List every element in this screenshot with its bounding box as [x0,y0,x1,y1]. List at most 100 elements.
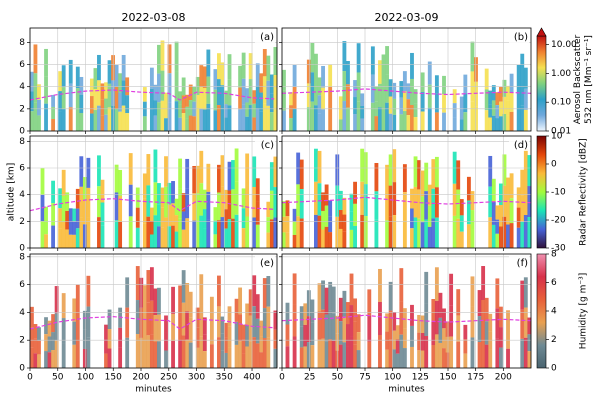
heatmap-cell [118,221,123,248]
heatmap-cell [174,71,179,102]
heatmap-cell [399,301,404,335]
heatmap-cell [413,217,418,248]
heatmap-cell [30,306,34,328]
heatmap-cell [328,310,333,340]
heatmap-cell [491,201,496,225]
heatmap-cell [266,201,271,218]
heatmap-cell [367,289,372,316]
heatmap-cell [97,105,101,131]
x-tick-label: 25 [304,373,315,383]
heatmap-cell [321,338,325,368]
heatmap-cell [527,186,532,218]
heatmap-cell [199,150,204,184]
heatmap-cell [452,89,457,104]
heatmap-cell [378,301,382,335]
heatmap-cell [434,334,439,368]
heatmap-cell [245,303,250,326]
heatmap-cell [314,214,318,248]
heatmap-cell [181,270,186,303]
heatmap-cell [456,218,461,248]
heatmap-cell [463,93,468,113]
heatmap-cell [269,74,274,94]
heatmap-cell [331,313,336,341]
heatmap-cell [370,102,375,131]
heatmap-cell [33,102,38,131]
heatmap-cell [178,313,183,341]
heatmap-cell [402,71,407,92]
y-tick-label: 2 [19,217,25,227]
colorbar-tick-label: -20 [551,216,566,226]
heatmap-cell [146,270,151,303]
heatmap-cell [114,108,119,131]
heatmap-cell [157,73,161,103]
heatmap-cell [47,320,52,337]
heatmap-cell [149,88,154,110]
heatmap-cell [44,220,48,235]
heatmap-cell [296,216,301,248]
heatmap-cell [310,42,315,73]
heatmap-cell [442,75,446,95]
heatmap-cell [477,316,482,343]
heatmap-cell [299,218,304,248]
heatmap-cell [86,306,91,338]
heatmap-cell [363,216,368,248]
heatmap-cell [420,222,425,248]
heatmap-cell [459,199,464,216]
heatmap-cell [259,92,264,112]
heatmap-cell [431,322,436,346]
heatmap-cell [342,197,347,215]
heatmap-cell [306,83,311,108]
heatmap-cell [374,191,379,220]
heatmap-cell [195,220,200,248]
heatmap-cell [324,314,329,342]
heatmap-cell [164,350,168,368]
heatmap-cell [51,106,55,119]
heatmap-cell [502,79,507,97]
heatmap-cell [303,303,308,325]
heatmap-cell [238,341,243,368]
heatmap-cell [310,345,315,368]
heatmap-cell [82,310,87,330]
heatmap-cell [402,111,407,131]
heatmap-cell [160,40,165,71]
heatmap-cell [146,154,151,186]
frame [281,135,532,249]
heatmap-cell [44,76,48,104]
heatmap-cell [227,347,232,368]
heatmap-cell [338,209,343,229]
panel: (d) [279,135,532,251]
heatmap-cell [252,217,257,248]
heatmap-cell [470,210,475,230]
heatmap-cell [285,200,290,217]
heatmap-cell [157,44,161,74]
heatmap-cell [185,283,190,312]
heatmap-cell [266,55,271,81]
heatmap-cell [202,189,207,210]
panel: 0 2 4 6 8 altitude [km] (c) [7,135,278,254]
heatmap-cell [445,336,450,353]
heatmap-cell [306,290,311,317]
heatmap-cell [356,350,361,368]
heatmap-cell [227,105,232,131]
heatmap-cell [262,49,267,77]
heatmap-cell [495,308,500,339]
heatmap-cell [442,308,446,329]
heatmap-cell [506,329,510,349]
heatmap-cell [520,53,525,80]
heatmap-cell [135,266,140,301]
heatmap-cell [238,87,243,110]
y-tick-label: 8 [19,38,25,48]
heatmap-cell [149,109,154,131]
heatmap-cell [202,228,207,248]
heatmap-cell [456,289,461,316]
heatmap-cell [463,74,468,94]
heatmap-cell [466,224,471,248]
boundary-line [29,89,275,101]
heatmap-cell [107,107,112,131]
x-tick-label: 75 [359,373,370,383]
heatmap-cell [360,105,365,119]
heatmap-cell [495,338,500,368]
heatmap-cell [385,220,390,248]
x-tick-label: 0 [279,373,285,383]
heatmap-cell [374,219,379,248]
